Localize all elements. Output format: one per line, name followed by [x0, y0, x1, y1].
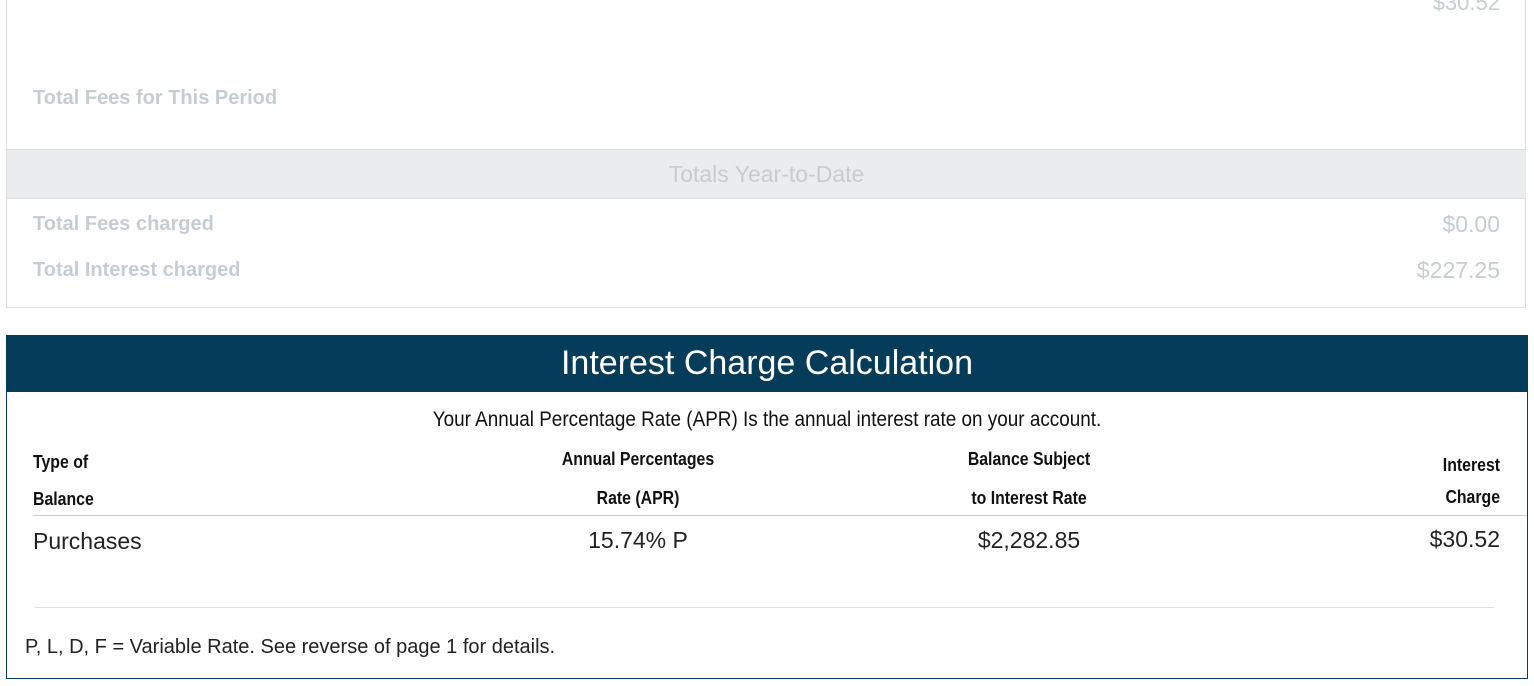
ytd-header: Totals Year-to-Date [668, 161, 865, 187]
interest-intro: Your Annual Percentage Rate (APR) Is the… [432, 408, 1102, 431]
column-header: Balance Subject [967, 449, 1091, 469]
column-header: Balance [33, 489, 94, 509]
ytd-label: Total Fees charged [33, 213, 214, 235]
column-header: Type of [33, 452, 89, 472]
column-header: to Interest Rate [971, 488, 1087, 508]
cell: $2,282.85 [977, 527, 1081, 553]
interest-header-bar [6, 335, 1528, 392]
ytd-header-bar [7, 149, 1526, 199]
column-header: Annual Percentages [561, 449, 715, 469]
ytd-amount: $0.00 [1442, 211, 1500, 237]
divider [33, 515, 1527, 516]
cell: 15.74% P [588, 527, 688, 553]
partial-amount: $30.52 [1432, 0, 1500, 15]
footnote: P, L, D, F = Variable Rate. See reverse … [25, 636, 556, 658]
cell: $30.52 [1429, 526, 1500, 552]
interest-title: Interest Charge Calculation [560, 344, 973, 382]
ytd-amount: $227.25 [1416, 257, 1500, 283]
cell: Purchases [33, 528, 142, 554]
ytd-label: Total Interest charged [33, 259, 241, 281]
column-header: Charge [1445, 487, 1500, 507]
column-header: Rate (APR) [596, 488, 680, 508]
fees-label: Total Fees for This Period [33, 87, 278, 109]
divider [35, 607, 1494, 608]
column-header: Interest [1442, 455, 1500, 475]
